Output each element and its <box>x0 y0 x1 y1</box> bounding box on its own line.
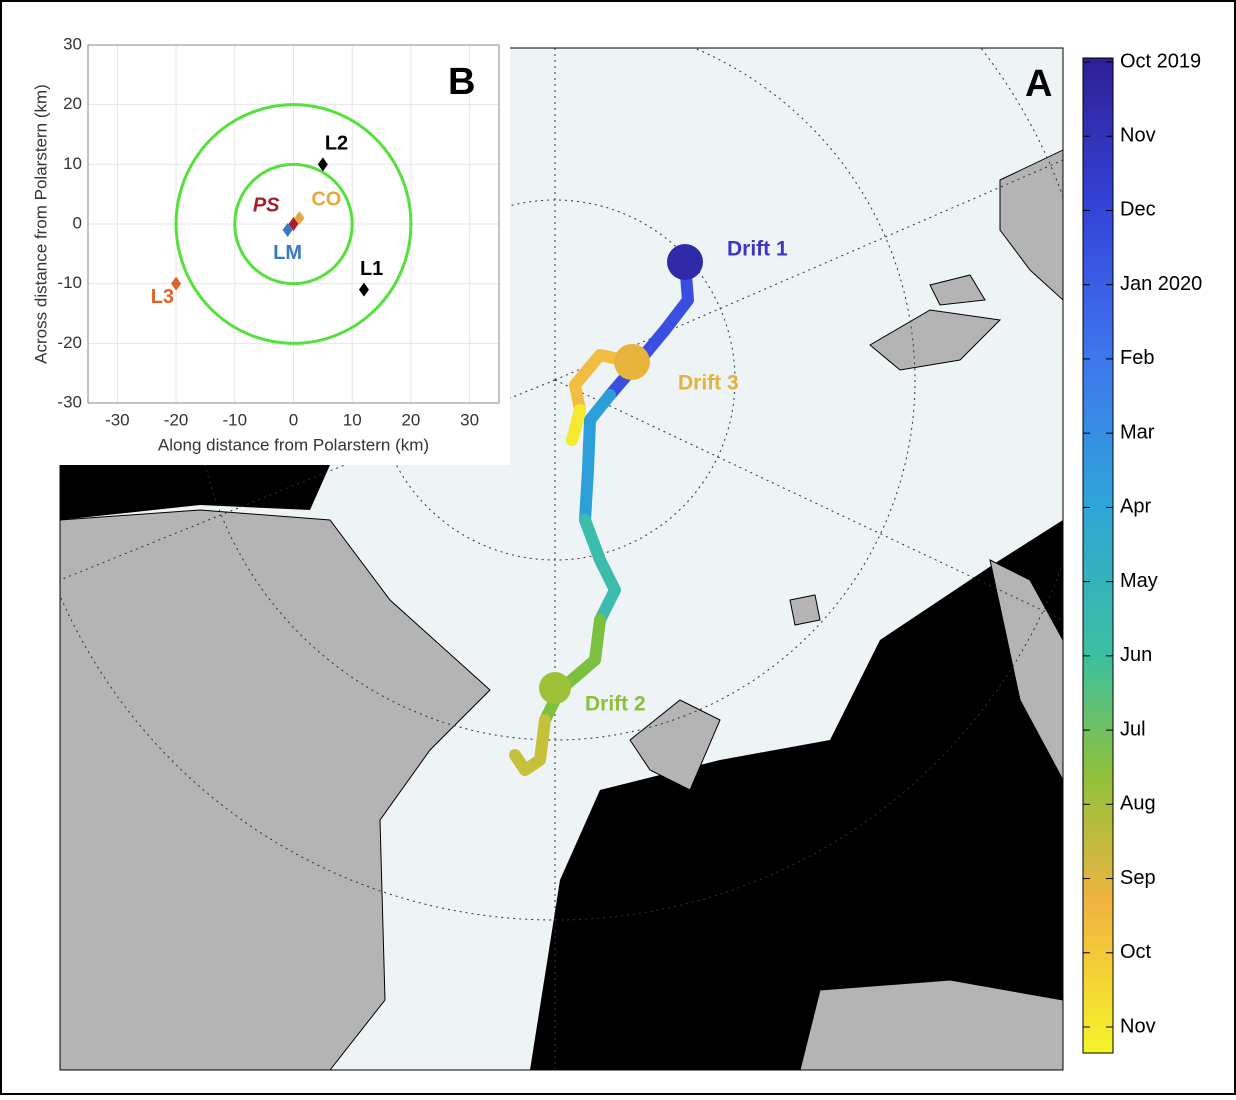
x-axis-label: Along distance from Polarstern (km) <box>158 435 429 454</box>
x-tick-label: -20 <box>164 410 189 429</box>
colorbar-label: Jul <box>1120 718 1146 740</box>
y-axis-label: Across distance from Polarstern (km) <box>31 84 50 364</box>
x-tick-label: 0 <box>289 410 298 429</box>
y-tick-label: 10 <box>63 154 82 173</box>
x-tick-label: -10 <box>222 410 247 429</box>
figure: A Drift 1 Drift 2 Drift 3 -30 -20 -10 0 10 20… <box>0 0 1236 1095</box>
colorbar-label: May <box>1120 570 1158 592</box>
x-tick-label: 20 <box>401 410 420 429</box>
x-tick-label: -30 <box>105 410 130 429</box>
drift-label: Drift 3 <box>678 372 739 395</box>
colorbar-label: Oct 2019 <box>1120 50 1201 72</box>
y-tick-label: -10 <box>57 273 82 292</box>
drift-label: Drift 1 <box>727 238 788 261</box>
y-tick-label: -20 <box>57 333 82 352</box>
colorbar-label: Sep <box>1120 867 1156 889</box>
y-tick-label: -30 <box>57 392 82 411</box>
colorbar-label: Mar <box>1120 421 1155 443</box>
panel-label: A <box>1025 63 1052 105</box>
colorbar-label: Nov <box>1120 125 1156 147</box>
x-tick-label: 30 <box>460 410 479 429</box>
x-tick-label: 10 <box>343 410 362 429</box>
colorbar-label: Apr <box>1120 496 1151 518</box>
point-label: CO <box>311 188 341 210</box>
point-label: LM <box>273 242 302 264</box>
colorbar-label: Oct <box>1120 941 1152 963</box>
point-label: L3 <box>151 286 174 308</box>
colorbar-label: Aug <box>1120 793 1156 815</box>
colorbar <box>1083 58 1113 1053</box>
inset-background <box>20 28 510 465</box>
colorbar-label: Dec <box>1120 199 1156 221</box>
colorbar-label: Jun <box>1120 644 1152 666</box>
point-label: L1 <box>360 258 383 280</box>
colorbar-label: Nov <box>1120 1015 1156 1037</box>
y-tick-label: 30 <box>63 34 82 53</box>
colorbar-label: Feb <box>1120 347 1154 369</box>
y-tick-label: 0 <box>73 213 82 232</box>
point-label: PS <box>253 194 280 216</box>
panel-label: B <box>448 61 475 103</box>
drift-label: Drift 2 <box>585 693 646 716</box>
y-tick-label: 20 <box>63 94 82 113</box>
colorbar-label: Jan 2020 <box>1120 273 1202 295</box>
point-label: L2 <box>325 133 348 155</box>
